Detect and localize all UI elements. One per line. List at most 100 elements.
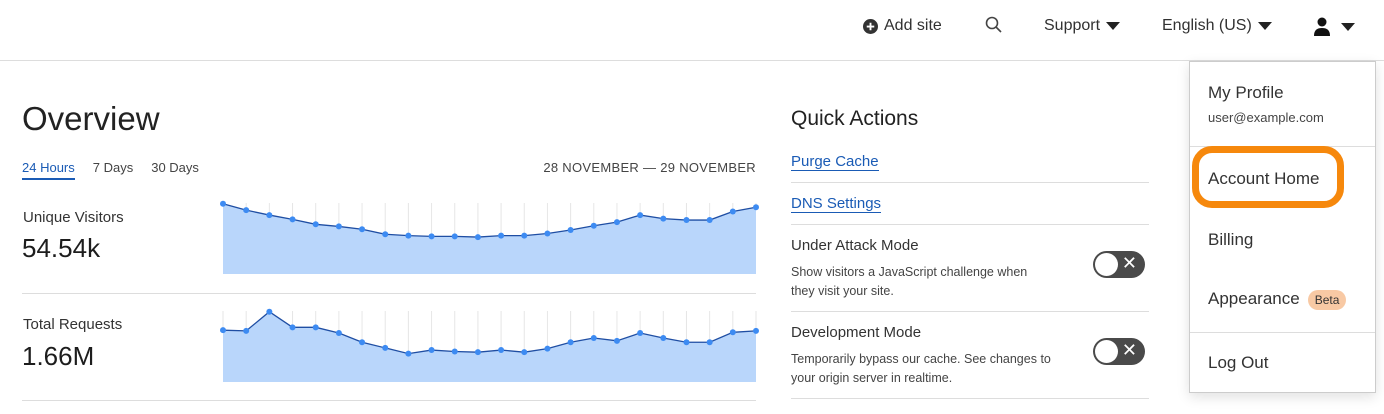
data-point [498, 347, 505, 354]
tab-30-days[interactable]: 30 Days [151, 160, 199, 175]
chevron-down-icon [1106, 22, 1121, 30]
add-site-label: Add site [884, 17, 942, 34]
top-bar: Add site Support English (US) [0, 0, 1384, 61]
divider [1190, 332, 1375, 333]
data-point [683, 339, 690, 346]
data-point [567, 226, 574, 233]
metric-label: Total Requests [23, 316, 123, 333]
tab-24-hours[interactable]: 24 Hours [22, 160, 75, 180]
close-icon: ✕ [1121, 340, 1137, 360]
development-mode-desc: Temporarily bypass our cache. See change… [791, 352, 1051, 385]
data-point [359, 226, 366, 233]
data-point [706, 217, 713, 224]
data-point [498, 232, 505, 239]
data-point [474, 349, 481, 356]
total-requests-chart [220, 308, 759, 382]
data-point [637, 212, 644, 219]
data-point [335, 330, 342, 337]
data-point [660, 334, 667, 341]
date-range: 28 NOVEMBER — 29 NOVEMBER [543, 160, 756, 175]
account-home-item[interactable]: Account Home [1208, 169, 1320, 188]
development-mode-toggle[interactable]: ✕ [1093, 338, 1145, 365]
data-point [243, 207, 250, 214]
data-point [729, 329, 736, 336]
chart-line [222, 203, 757, 238]
data-point [521, 349, 528, 356]
data-point [405, 232, 412, 239]
billing-item[interactable]: Billing [1208, 230, 1254, 249]
my-profile-item[interactable]: My Profile [1208, 83, 1284, 102]
language-label: English (US) [1162, 17, 1252, 34]
close-icon: ✕ [1121, 253, 1137, 273]
language-dropdown[interactable]: English (US) [1162, 17, 1272, 35]
under-attack-toggle[interactable]: ✕ [1093, 251, 1145, 278]
appearance-label: Appearance [1208, 289, 1300, 308]
data-point [590, 222, 597, 229]
add-site-button[interactable]: Add site [863, 17, 942, 35]
under-attack-title: Under Attack Mode [791, 237, 919, 254]
data-point [220, 200, 226, 207]
user-menu-button[interactable] [1313, 17, 1355, 36]
data-point [637, 330, 644, 337]
data-point [289, 324, 296, 331]
chart-line [222, 310, 757, 355]
data-point [729, 208, 736, 215]
data-point [613, 219, 620, 226]
search-button[interactable] [985, 16, 1003, 34]
appearance-item[interactable]: Appearance Beta [1208, 289, 1347, 310]
tab-7-days[interactable]: 7 Days [92, 160, 134, 175]
divider [791, 311, 1149, 312]
data-point [312, 221, 319, 228]
data-point [753, 204, 759, 211]
divider [791, 224, 1149, 225]
data-point [683, 217, 690, 224]
log-out-item[interactable]: Log Out [1208, 353, 1269, 372]
support-label: Support [1044, 17, 1101, 34]
metric-value: 54.54k [22, 233, 101, 263]
data-point [312, 324, 319, 331]
data-point [428, 233, 435, 240]
chevron-down-icon [1257, 22, 1272, 30]
quick-actions-title: Quick Actions [791, 107, 919, 130]
chevron-down-icon [1341, 22, 1355, 31]
data-point [335, 223, 342, 230]
support-dropdown[interactable]: Support [1044, 17, 1121, 35]
data-point [382, 231, 389, 238]
data-point [451, 233, 458, 240]
chart-area [223, 311, 756, 382]
data-point [428, 347, 435, 354]
data-point [613, 337, 620, 344]
divider [22, 400, 756, 401]
development-mode-title: Development Mode [791, 324, 922, 341]
data-point [660, 215, 667, 222]
data-point [753, 327, 759, 334]
under-attack-desc: Show visitors a JavaScript challenge whe… [791, 265, 1028, 298]
data-point [220, 327, 226, 334]
purge-cache-link[interactable]: Purge Cache [791, 153, 879, 171]
divider [22, 293, 756, 294]
data-point [474, 234, 481, 241]
user-icon [1314, 17, 1330, 36]
time-range-tabs: 24 Hours 7 Days 30 Days [22, 160, 199, 180]
page-title: Overview [22, 100, 160, 137]
data-point [706, 339, 713, 346]
user-dropdown-menu: My Profile user@example.com Account Home… [1189, 61, 1376, 393]
dns-settings-link[interactable]: DNS Settings [791, 195, 882, 213]
data-point [266, 212, 273, 219]
user-email: user@example.com [1208, 110, 1324, 125]
beta-badge: Beta [1307, 289, 1347, 310]
data-point [567, 339, 574, 346]
chart-area [223, 203, 756, 274]
data-point [359, 339, 366, 346]
data-point [266, 308, 273, 315]
data-point [521, 232, 528, 239]
metric-value: 1.66M [22, 341, 95, 371]
highlight-annotation [1192, 146, 1344, 208]
data-point [243, 327, 250, 334]
plus-circle-icon [863, 18, 878, 34]
divider [791, 398, 1149, 399]
unique-visitors-chart [220, 200, 759, 274]
data-point [289, 216, 296, 223]
data-point [405, 350, 412, 357]
data-point [382, 344, 389, 351]
